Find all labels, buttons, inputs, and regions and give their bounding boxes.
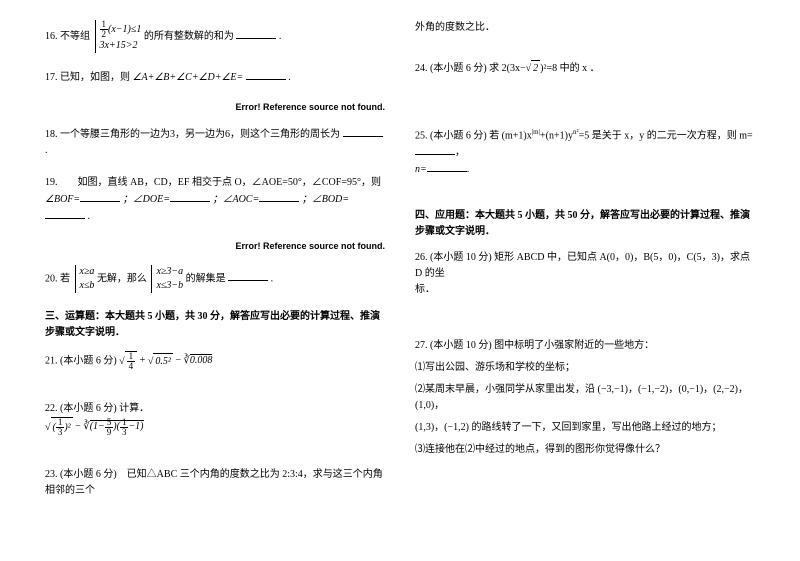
q26-num: 26. bbox=[415, 252, 428, 263]
q16-end: . bbox=[279, 31, 282, 42]
q19-d: ；∠BOD= bbox=[302, 194, 349, 205]
q19-num: 19. bbox=[45, 177, 58, 188]
q17-expr: ∠A+∠B+∠C+∠D+∠E= bbox=[133, 72, 244, 83]
error-2: Error! Reference source not found. bbox=[45, 241, 385, 251]
q25-label: (本小题 6 分) bbox=[430, 130, 487, 141]
q25-blank2 bbox=[427, 161, 467, 172]
q22-label: (本小题 6 分) 计算． bbox=[60, 403, 149, 414]
q20-mid: 无解，那么 bbox=[97, 273, 147, 284]
q21-num: 21. bbox=[45, 355, 58, 366]
q22-num: 22. bbox=[45, 403, 58, 414]
q27-label: (本小题 10 分) bbox=[430, 340, 492, 351]
q24-num: 24. bbox=[415, 63, 428, 74]
left-column: 16. 不等组 12(x−1)≤1 3x+15>2 的所有整数解的和为 . 17… bbox=[30, 20, 400, 541]
q24: 24. (本小题 6 分) 求 2(3x−2)²=8 中的 x ． bbox=[415, 60, 755, 77]
right-column: 外角的度数之比． 24. (本小题 6 分) 求 2(3x−2)²=8 中的 x… bbox=[400, 20, 770, 541]
q18-text: 一个等腰三角形的一边为3，另一边为6，则这个三角形的周长为 bbox=[60, 129, 340, 140]
q25-a: 若 (m+1)x bbox=[489, 130, 532, 141]
q19-blank3 bbox=[259, 191, 299, 202]
q27: 27. (本小题 10 分) 图中标明了小强家附近的一些地方： ⑴写出公园、游乐… bbox=[415, 338, 755, 458]
q26: 26. (本小题 10 分) 矩形 ABCD 中，已知点 A(0，0)，B(5，… bbox=[415, 250, 755, 298]
q19: 19. 如图，直线 AB，CD，EF 相交于点 O，∠AOE=50°，∠COF=… bbox=[45, 175, 385, 225]
q16-num: 16. bbox=[45, 31, 58, 42]
q27-p3: ⑶连接他在⑵中经过的地点，得到的图形你觉得像什么？ bbox=[415, 442, 755, 458]
page-root: 16. 不等组 12(x−1)≤1 3x+15>2 的所有整数解的和为 . 17… bbox=[0, 0, 800, 561]
q16-post: 的所有整数解的和为 bbox=[144, 31, 234, 42]
q18-num: 18. bbox=[45, 129, 58, 140]
q23-label: (本小题 6 分) bbox=[60, 469, 117, 480]
q20-end: . bbox=[271, 273, 274, 284]
q19-blank4 bbox=[45, 208, 85, 219]
q16-pre: 不等组 bbox=[60, 31, 90, 42]
q25-num: 25. bbox=[415, 130, 428, 141]
q26-line2: 标． bbox=[415, 284, 435, 295]
q19-blank1 bbox=[80, 191, 120, 202]
q24-label: (本小题 6 分) bbox=[430, 63, 487, 74]
q20-sys2: x≥3−a x≤3−b bbox=[151, 265, 183, 293]
q25-line2: n= bbox=[415, 164, 427, 175]
q27-p2b: (1,3)，(−1,2) 的路线转了一下，又回到家里，写出他路上经过的地方； bbox=[415, 420, 755, 436]
q19-blank2 bbox=[170, 191, 210, 202]
q20-num: 20. bbox=[45, 273, 58, 284]
q27-p2a: ⑵某周末早晨，小强同学从家里出发，沿 (−3,−1)，(−1,−2)，(0,−1… bbox=[415, 382, 755, 414]
q25-b: +(n+1)y bbox=[540, 130, 573, 141]
q27-num: 27. bbox=[415, 340, 428, 351]
q25-d: ， bbox=[455, 147, 465, 158]
q19-a: ∠BOF= bbox=[45, 194, 80, 205]
q19-text: 如图，直线 AB，CD，EF 相交于点 O，∠AOE=50°，∠COF=95°，… bbox=[78, 177, 381, 188]
section-3: 三、运算题：本大题共 5 小题，共 30 分，解答应写出必要的计算过程、推演步骤… bbox=[45, 309, 385, 341]
q16-blank bbox=[236, 28, 276, 39]
q18-end: . bbox=[45, 145, 48, 156]
error-1: Error! Reference source not found. bbox=[45, 102, 385, 112]
q23-num: 23. bbox=[45, 469, 58, 480]
q19-b: ；∠DOE= bbox=[123, 194, 170, 205]
q19-c: ；∠AOC= bbox=[212, 194, 259, 205]
q16-system: 12(x−1)≤1 3x+15>2 bbox=[95, 20, 142, 53]
q16: 16. 不等组 12(x−1)≤1 3x+15>2 的所有整数解的和为 . bbox=[45, 20, 385, 53]
q17-num: 17. bbox=[45, 72, 58, 83]
q21-label: (本小题 6 分) bbox=[60, 355, 117, 366]
q23-cont: 外角的度数之比． bbox=[415, 20, 755, 36]
q17-end: . bbox=[288, 72, 291, 83]
q25-blank1 bbox=[415, 144, 455, 155]
q18: 18. 一个等腰三角形的一边为3，另一边为6，则这个三角形的周长为 . bbox=[45, 126, 385, 159]
q26-label: (本小题 10 分) bbox=[430, 252, 492, 263]
q20-sys1: x≥a x≤b bbox=[75, 265, 95, 293]
q23: 23. (本小题 6 分) 已知△ABC 三个内角的度数之比为 2:3:4，求与… bbox=[45, 467, 385, 499]
q20-pre: 若 bbox=[60, 273, 70, 284]
q20: 20. 若 x≥a x≤b 无解，那么 x≥3−a x≤3−b 的解集是 . bbox=[45, 265, 385, 293]
q24-texta: 求 2(3x− bbox=[489, 63, 525, 74]
q24-textb: )²=8 中的 x ． bbox=[540, 63, 599, 74]
q25-c: =5 是关于 x，y 的二元一次方程，则 m= bbox=[579, 130, 753, 141]
section-4: 四、应用题：本大题共 5 小题，共 50 分，解答应写出必要的计算过程、推演步骤… bbox=[415, 208, 755, 240]
q19-end: . bbox=[88, 211, 91, 222]
q18-blank bbox=[343, 126, 383, 137]
q25-end: . bbox=[467, 164, 470, 175]
q17-blank bbox=[246, 69, 286, 80]
q17: 17. 已知，如图，则 ∠A+∠B+∠C+∠D+∠E= . bbox=[45, 69, 385, 86]
q17-text: 已知，如图，则 bbox=[60, 72, 130, 83]
q25: 25. (本小题 6 分) 若 (m+1)x|m|+(n+1)yn²=5 是关于… bbox=[415, 127, 755, 178]
q20-post: 的解集是 bbox=[186, 273, 226, 284]
q27-text: 图中标明了小强家附近的一些地方： bbox=[494, 340, 654, 351]
q22: 22. (本小题 6 分) 计算． (13)² − ∛(1−59)(13−1) bbox=[45, 401, 385, 437]
q20-blank bbox=[228, 270, 268, 281]
q21: 21. (本小题 6 分) 14 + 0.5² − ∛0.008 bbox=[45, 351, 385, 371]
q27-p1: ⑴写出公园、游乐场和学校的坐标； bbox=[415, 360, 755, 376]
